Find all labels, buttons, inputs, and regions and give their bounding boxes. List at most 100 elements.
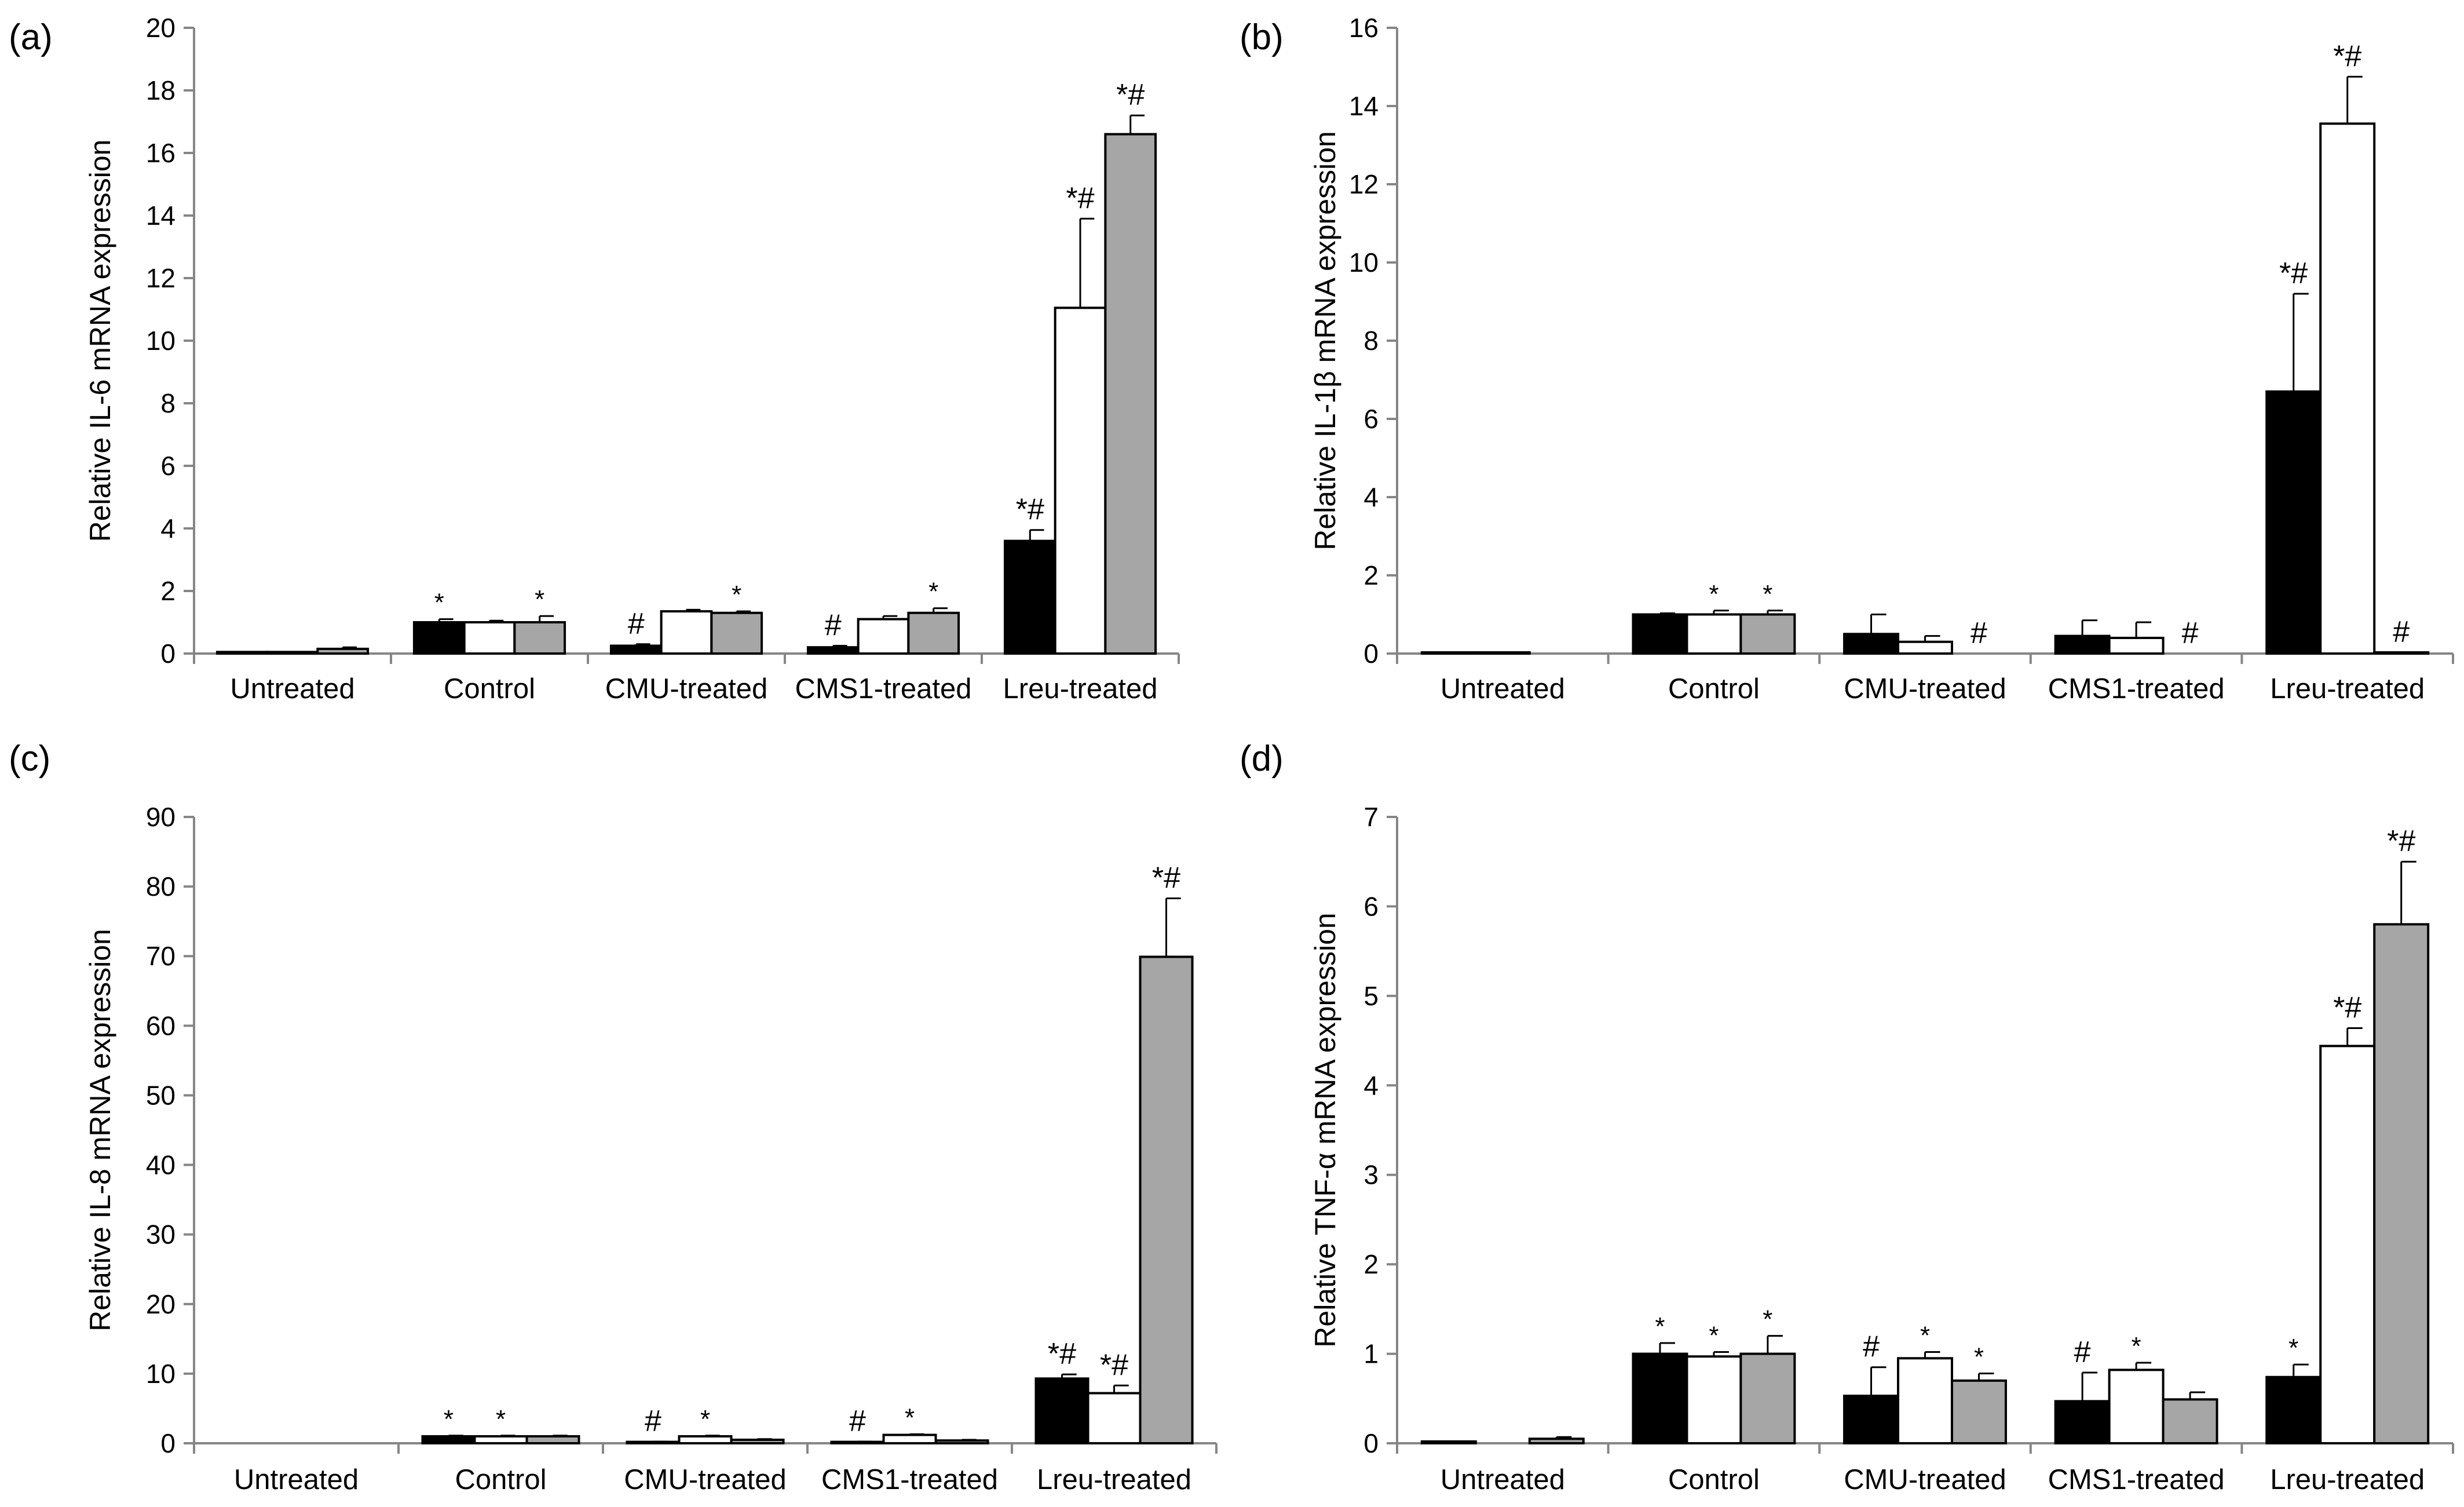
y-tick-label: 0 (160, 1428, 176, 1458)
y-tick-label: 12 (146, 263, 176, 293)
x-tick-label: Control (444, 673, 535, 705)
y-tick-label: 12 (1349, 169, 1379, 199)
bar (412, 621, 466, 655)
x-tick-label: Lreu-treated (1037, 1464, 1191, 1495)
bar (1843, 633, 1900, 655)
significance-label: # (849, 1404, 866, 1438)
y-tick-label: 2 (1363, 560, 1379, 590)
x-tick-label: Control (455, 1464, 547, 1495)
significance-label: # (628, 607, 645, 641)
bar (316, 647, 370, 655)
bar (660, 610, 713, 655)
y-tick-label: 14 (146, 200, 176, 231)
significance-label: * (2132, 1332, 2141, 1360)
significance-label: # (2182, 616, 2199, 650)
x-tick-label: Control (1668, 673, 1760, 705)
significance-label: * (1920, 1321, 1930, 1349)
y-tick-label: 0 (160, 638, 176, 669)
bar (2265, 390, 2322, 655)
bar (1420, 1440, 1477, 1444)
y-tick-label: 0 (1363, 1428, 1379, 1458)
bar (1139, 955, 1194, 1444)
bar (730, 1438, 785, 1444)
bar (1950, 1379, 2007, 1444)
y-tick-label: 80 (146, 871, 176, 902)
y-tick-label: 6 (1363, 404, 1379, 434)
chart-panel-1: (b) Relative IL-1β mRNA expression 0 2 4 6 8 10… (1240, 13, 2454, 705)
y-tick-label: 6 (1363, 891, 1379, 921)
y-tick-label: 8 (1363, 326, 1379, 356)
significance-label: * (1655, 1312, 1665, 1341)
significance-label: * (535, 585, 544, 614)
y-tick-label: 3 (1363, 1160, 1379, 1190)
y-tick-label: 4 (160, 513, 176, 543)
y-tick-label: 70 (146, 941, 176, 971)
x-tick-label: CMS1-treated (795, 673, 971, 705)
bar (1003, 539, 1056, 655)
x-tick-label: CMU-treated (1844, 673, 2006, 705)
bar (215, 651, 269, 655)
bar (1632, 613, 1688, 655)
x-tick-label: CMS1-treated (821, 1464, 998, 1495)
significance-label: * (700, 1405, 710, 1433)
x-tick-label: Lreu-treated (1003, 673, 1158, 705)
significance-label: # (825, 609, 842, 643)
y-tick-label: 90 (146, 802, 176, 832)
significance-label: *# (1100, 1348, 1128, 1382)
bar (1087, 1392, 1142, 1445)
significance-label: * (1763, 1305, 1772, 1334)
y-tick-label: 7 (1363, 802, 1379, 832)
significance-label: * (1974, 1343, 1984, 1371)
x-tick-label: Lreu-treated (2270, 1464, 2425, 1495)
x-tick-label: CMU-treated (624, 1464, 786, 1495)
significance-label: *# (2279, 257, 2308, 290)
y-tick-label: 20 (146, 13, 176, 43)
bar (2373, 651, 2430, 655)
significance-label: * (1709, 580, 1719, 608)
y-tick-label: 6 (160, 451, 176, 481)
significance-label: *# (1016, 493, 1044, 527)
bar (678, 1435, 733, 1444)
x-tick-label: Control (1668, 1464, 1760, 1495)
y-tick-label: 30 (146, 1220, 176, 1250)
significance-label: * (1763, 580, 1772, 608)
y-tick-label: 4 (1363, 1070, 1379, 1100)
panel-label: (c) (9, 739, 50, 779)
x-tick-label: CMU-treated (1844, 1464, 2006, 1495)
significance-label: # (2074, 1335, 2091, 1369)
significance-label: *# (1066, 181, 1094, 215)
bar (1686, 1355, 1742, 1445)
x-tick-label: Untreated (1441, 673, 1565, 705)
x-tick-label: Untreated (1441, 1464, 1565, 1495)
y-axis-label: Relative IL-6 mRNA expression (84, 140, 116, 542)
bar (266, 651, 319, 655)
bar (1897, 1357, 1953, 1445)
panel-label: (a) (9, 17, 53, 57)
y-tick-label: 10 (146, 1359, 176, 1389)
y-tick-label: 10 (146, 326, 176, 356)
bar (421, 1435, 476, 1444)
chart-panel-0: (a) Relative IL-6 mRNA expression 0 2 4 6 8 10 1… (9, 13, 1180, 705)
y-tick-label: 16 (1349, 13, 1379, 43)
x-tick-label: CMS1-treated (2048, 1464, 2225, 1495)
y-tick-label: 50 (146, 1080, 176, 1110)
bar (1420, 651, 1477, 655)
bar (463, 621, 516, 655)
significance-label: * (496, 1405, 506, 1433)
significance-label: * (905, 1403, 915, 1432)
bar (1054, 306, 1107, 655)
bar (857, 618, 910, 655)
significance-label: # (1971, 616, 1987, 650)
x-tick-label: Untreated (230, 673, 354, 705)
bar (2319, 1045, 2376, 1444)
y-tick-label: 2 (1363, 1249, 1379, 1279)
y-tick-label: 2 (160, 576, 176, 606)
significance-label: * (928, 578, 938, 606)
bar (1739, 613, 1796, 655)
bar (1474, 651, 1531, 655)
significance-label: *# (1116, 78, 1145, 112)
chart-panel-3: (d) Relative TNF-α mRNA expression 0 1 2 3 4 5 6… (1240, 739, 2454, 1495)
bar (525, 1435, 580, 1444)
bar (1528, 1437, 1585, 1444)
